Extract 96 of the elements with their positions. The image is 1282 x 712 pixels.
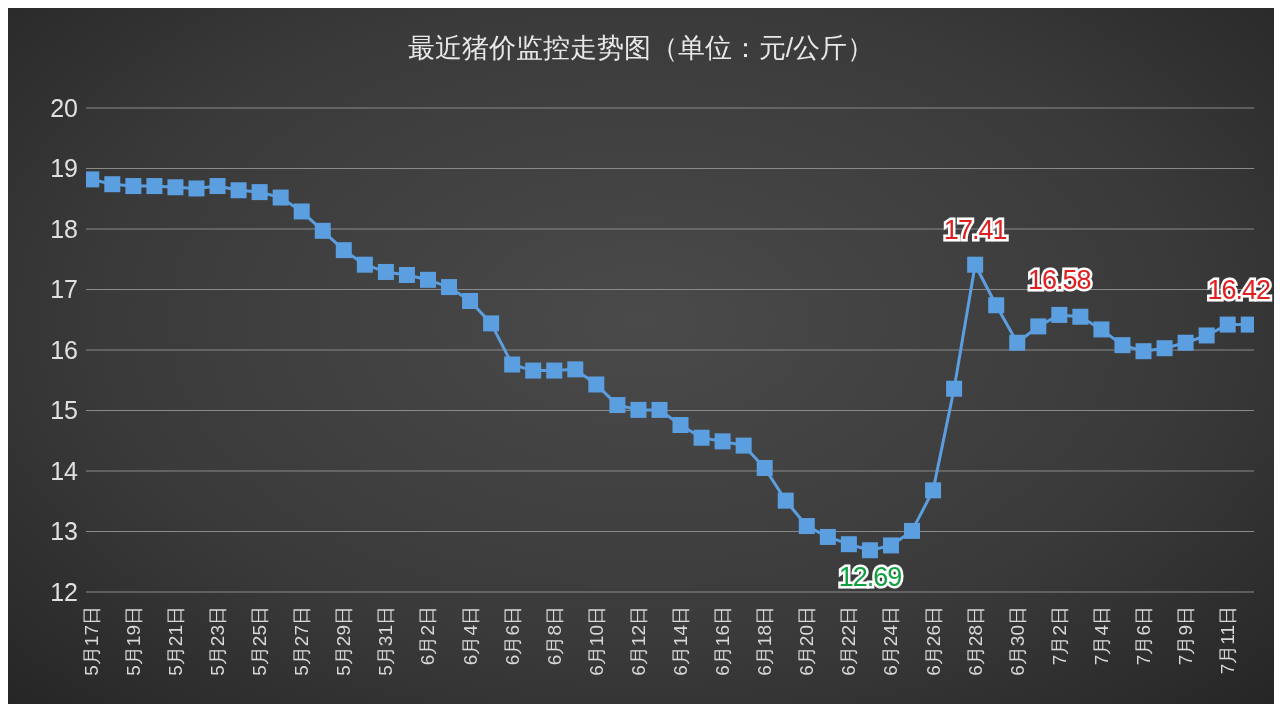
- point: [398, 266, 415, 283]
- point: [840, 536, 857, 553]
- x-tick-label: 5月23日: [207, 606, 229, 676]
- y-tick-label: 15: [50, 396, 78, 425]
- y-tick-label: 18: [50, 214, 78, 243]
- data-label: 17.41: [943, 214, 1007, 245]
- point: [525, 362, 542, 379]
- x-tick-label: 7月6日: [1133, 606, 1155, 666]
- point: [1198, 327, 1215, 344]
- point: [777, 492, 794, 509]
- y-tick-label: 13: [50, 517, 78, 546]
- x-tick-label: 6月28日: [964, 606, 986, 676]
- point: [462, 293, 479, 309]
- data-label: 16.58: [1028, 264, 1091, 295]
- point: [314, 222, 331, 239]
- point: [356, 256, 373, 273]
- data-label: 16.42: [1207, 274, 1271, 305]
- point: [925, 482, 942, 499]
- y-tick-label: 20: [50, 93, 78, 122]
- x-tick-label: 6月14日: [670, 606, 692, 676]
- x-tick-label: 7月4日: [1090, 606, 1112, 666]
- point: [756, 459, 773, 476]
- x-tick-label: 5月27日: [291, 606, 313, 676]
- x-tick-label: 7月11日: [1217, 606, 1239, 675]
- y-tick-label: 14: [50, 456, 79, 485]
- x-tick-label: 7月2日: [1048, 606, 1070, 666]
- x-tick-label: 6月22日: [838, 606, 860, 676]
- chart-title: 最近猪价监控走势图（单位：元/公斤）: [406, 32, 876, 65]
- point: [714, 433, 731, 450]
- point: [483, 315, 500, 332]
- x-tick-label: 7月9日: [1175, 606, 1197, 666]
- point: [693, 429, 710, 446]
- x-tick-label: 6月30日: [1006, 606, 1028, 676]
- point: [967, 256, 984, 273]
- point: [1156, 340, 1173, 357]
- point: [904, 522, 921, 539]
- point: [1135, 343, 1152, 360]
- point: [630, 401, 647, 418]
- data-label: 12.69: [838, 562, 902, 593]
- x-tick-label: 6月24日: [880, 606, 902, 676]
- point: [651, 401, 668, 418]
- point: [209, 178, 226, 195]
- point: [798, 518, 815, 535]
- point: [1219, 316, 1236, 333]
- point: [230, 182, 247, 199]
- x-tick-label: 5月19日: [122, 606, 144, 676]
- x-tick-label: 5月25日: [249, 606, 271, 676]
- point: [1093, 321, 1110, 338]
- point: [146, 178, 163, 195]
- point: [1051, 306, 1068, 323]
- x-tick-label: 6月16日: [712, 606, 734, 676]
- x-tick-label: 6月8日: [543, 606, 565, 666]
- x-tick-label: 6月20日: [796, 606, 818, 676]
- x-tick-label: 5月31日: [375, 606, 397, 676]
- point: [1114, 337, 1131, 354]
- point: [567, 361, 584, 378]
- point: [104, 176, 121, 193]
- point: [272, 189, 289, 206]
- point: [1177, 334, 1194, 351]
- x-tick-label: 6月2日: [417, 606, 439, 666]
- point: [946, 380, 963, 397]
- point: [672, 417, 689, 434]
- point: [167, 179, 184, 196]
- point: [546, 362, 563, 379]
- point: [1030, 318, 1047, 335]
- point: [441, 279, 458, 296]
- y-tick-label: 12: [50, 577, 78, 606]
- y-tick-label: 17: [50, 275, 78, 304]
- x-tick-label: 6月12日: [627, 606, 649, 676]
- point: [1009, 334, 1026, 351]
- y-tick-label: 16: [50, 335, 78, 364]
- point: [882, 537, 899, 554]
- point: [609, 397, 626, 414]
- x-tick-label: 6月10日: [585, 606, 607, 676]
- point: [1072, 308, 1089, 325]
- x-tick-label: 6月6日: [501, 606, 523, 666]
- x-tick-label: 6月18日: [754, 606, 776, 676]
- x-tick-label: 5月29日: [333, 606, 355, 676]
- point: [988, 297, 1005, 314]
- point: [588, 376, 605, 393]
- point: [125, 178, 142, 195]
- point: [377, 263, 394, 280]
- point: [293, 203, 310, 220]
- x-tick-label: 5月17日: [80, 606, 102, 676]
- point: [504, 356, 521, 373]
- x-tick-label: 6月4日: [459, 606, 481, 666]
- x-tick-label: 5月21日: [164, 606, 186, 676]
- y-tick-label: 19: [50, 154, 78, 183]
- point: [335, 242, 352, 259]
- point: [419, 271, 436, 288]
- point: [735, 437, 752, 454]
- x-tick-label: 6月26日: [922, 606, 944, 676]
- point: [188, 180, 205, 197]
- point: [861, 542, 878, 559]
- point: [251, 184, 268, 201]
- point: [819, 528, 836, 545]
